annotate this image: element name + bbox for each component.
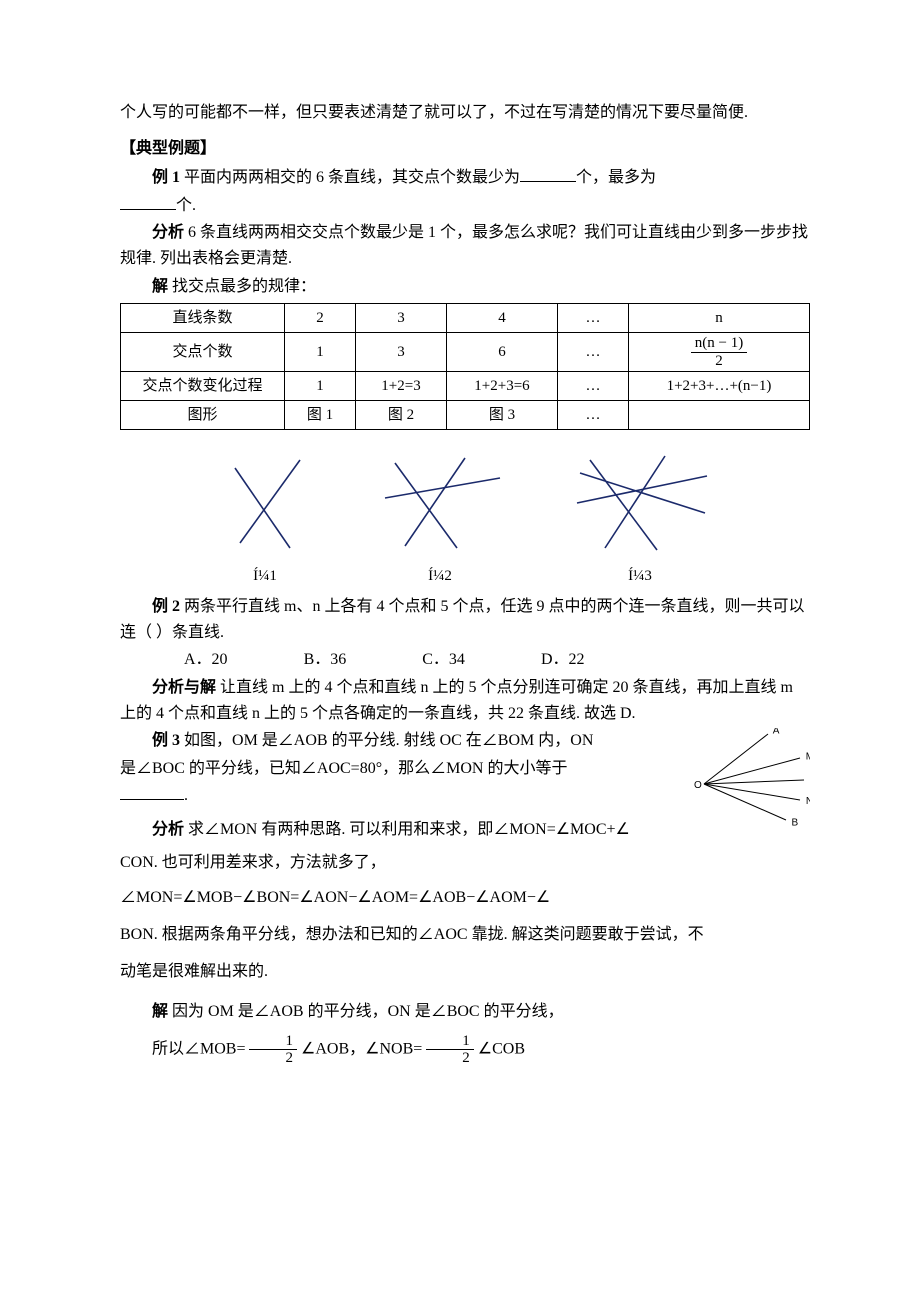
ex3-analysis-2: CON. 也可利用差来求，方法就多了，∠MON=∠MOB−∠BON=∠AON−∠… <box>120 845 810 915</box>
figure-fig3: Í¼3 <box>565 448 715 588</box>
table-cell: 1 <box>285 333 356 372</box>
table-cell: 图 3 <box>447 401 558 430</box>
table-cell: n(n − 1)2 <box>629 333 810 372</box>
ex2-analysis-label: 分析与解 <box>152 679 216 696</box>
svg-text:N: N <box>806 796 810 807</box>
opt-d: D．22 <box>509 647 585 673</box>
ex3-analysis-text-1: 求∠MON 有两种思路. 可以利用和来求，即∠MON=∠MOC+∠ <box>184 821 630 838</box>
ex3-solve: 解 因为 OM 是∠AOB 的平分线，ON 是∠BOC 的平分线， <box>120 999 810 1025</box>
table-cell: 1 <box>285 372 356 401</box>
table-cell: 图 1 <box>285 401 356 430</box>
ex2-options: A．20 B．36 C．34 D．22 <box>120 647 810 673</box>
ex3-analysis-4: 动笔是很难解出来的. <box>120 954 810 989</box>
table-cell: 6 <box>447 333 558 372</box>
ex3-figure: AMCNBO <box>690 728 810 837</box>
opt-a: A．20 <box>152 647 228 673</box>
intersection-table: 直线条数234…n交点个数136…n(n − 1)2交点个数变化过程11+2=3… <box>120 303 810 430</box>
table-rowhead: 交点个数 <box>121 333 285 372</box>
fraction: n(n − 1)2 <box>691 335 747 369</box>
ex3-solve-label: 解 <box>152 1003 168 1020</box>
table-rowhead: 直线条数 <box>121 304 285 333</box>
intro-paragraph: 个人写的可能都不一样，但只要表述清楚了就可以了，不过在写清楚的情况下要尽量简便. <box>120 100 810 126</box>
section-heading: 【典型例题】 <box>120 136 810 162</box>
ex1-label: 例 1 <box>152 169 180 186</box>
lines-diagram-icon <box>565 448 715 558</box>
ex1-analysis: 分析 6 条直线两两相交交点个数最少是 1 个，最多怎么求呢？我们可让直线由少到… <box>120 220 810 271</box>
opt-b: B．36 <box>272 647 347 673</box>
ex3-block: AMCNBO 例 3 如图，OM 是∠AOB 的平分线. 射线 OC 在∠BOM… <box>120 728 810 844</box>
table-cell: 3 <box>356 333 447 372</box>
ex2-text: 两条平行直线 m、n 上各有 4 个点和 5 个点，任选 9 点中的两个连一条直… <box>120 598 804 641</box>
ex3-equation: 所以∠MOB= 12 ∠AOB，∠NOB= 12 ∠COB <box>120 1033 810 1067</box>
ex1-text-a: 平面内两两相交的 6 条直线，其交点个数最少为 <box>180 169 520 186</box>
ex3-text-c: . <box>184 787 188 804</box>
ex1-solve: 解 找交点最多的规律： <box>120 274 810 300</box>
ex3-solve-text: 因为 OM 是∠AOB 的平分线，ON 是∠BOC 的平分线， <box>168 1003 564 1020</box>
ex3-text-a: 如图，OM 是∠AOB 的平分线. 射线 OC 在∠BOM 内，ON <box>180 732 593 749</box>
table-cell: 1+2+3+…+(n−1) <box>629 372 810 401</box>
ex2-statement: 例 2 两条平行直线 m、n 上各有 4 个点和 5 个点，任选 9 点中的两个… <box>120 594 810 645</box>
blank-min <box>520 165 576 182</box>
half-frac-2: 12 <box>426 1033 474 1067</box>
table-cell: … <box>558 304 629 333</box>
eq-mid: ∠AOB，∠NOB= <box>301 1041 422 1058</box>
svg-text:O: O <box>694 780 702 791</box>
table-cell: 1+2+3=6 <box>447 372 558 401</box>
ex1-solve-text: 找交点最多的规律： <box>168 278 316 295</box>
figure-label: Í¼3 <box>565 564 715 588</box>
lines-diagram-icon <box>215 448 315 558</box>
table-cell: 3 <box>356 304 447 333</box>
ex3-analysis-3: BON. 根据两条角平分线，想办法和已知的∠AOC 靠拢. 解这类问题要敢于尝试… <box>120 917 810 952</box>
table-rowhead: 交点个数变化过程 <box>121 372 285 401</box>
ex1-text-c: 个. <box>176 197 196 214</box>
ex2-label: 例 2 <box>152 598 180 615</box>
table-row: 图形图 1图 2图 3… <box>121 401 810 430</box>
ex3-analysis-label: 分析 <box>152 821 184 838</box>
figure-label: Í¼1 <box>215 564 315 588</box>
ex3-label: 例 3 <box>152 732 180 749</box>
figure-label: Í¼2 <box>375 564 505 588</box>
table-cell: … <box>558 401 629 430</box>
lines-diagram-icon <box>375 448 505 558</box>
table-row: 直线条数234…n <box>121 304 810 333</box>
ex1-statement: 例 1 平面内两两相交的 6 条直线，其交点个数最少为 个，最多为 <box>120 165 810 191</box>
table-cell: 2 <box>285 304 356 333</box>
opt-c: C．34 <box>390 647 465 673</box>
table-row: 交点个数136… n(n − 1)2 <box>121 333 810 372</box>
table-cell: 图 2 <box>356 401 447 430</box>
ex2-analysis-text: 让直线 m 上的 4 个点和直线 n 上的 5 个点分别连可确定 20 条直线，… <box>120 679 793 722</box>
table-cell: 1+2=3 <box>356 372 447 401</box>
figure-row: Í¼1 Í¼2 Í¼3 <box>120 448 810 588</box>
ex1-solve-label: 解 <box>152 278 168 295</box>
ex2-analysis: 分析与解 让直线 m 上的 4 个点和直线 n 上的 5 个点分别连可确定 20… <box>120 675 810 726</box>
table-rowhead: 图形 <box>121 401 285 430</box>
ex1-analysis-text: 6 条直线两两相交交点个数最少是 1 个，最多怎么求呢？我们可让直线由少到多一步… <box>120 224 808 267</box>
angle-rays-icon: AMCNBO <box>690 728 810 828</box>
ex1-analysis-label: 分析 <box>152 224 184 241</box>
table-row: 交点个数变化过程11+2=31+2+3=6…1+2+3+…+(n−1) <box>121 372 810 401</box>
eq-prefix: 所以∠MOB= <box>152 1041 245 1058</box>
ex1-statement-2: 个. <box>120 193 810 219</box>
figure-fig1: Í¼1 <box>215 448 315 588</box>
table-cell: … <box>558 333 629 372</box>
document-page: 个人写的可能都不一样，但只要表述清楚了就可以了，不过在写清楚的情况下要尽量简便.… <box>0 0 920 1143</box>
blank-max <box>120 193 176 210</box>
svg-text:A: A <box>773 728 780 736</box>
svg-text:B: B <box>791 818 798 829</box>
table-cell: … <box>558 372 629 401</box>
table-cell: 4 <box>447 304 558 333</box>
table-cell: n <box>629 304 810 333</box>
figure-fig2: Í¼2 <box>375 448 505 588</box>
svg-text:M: M <box>806 752 810 763</box>
half-frac-1: 12 <box>249 1033 297 1067</box>
blank-ex3 <box>120 783 184 800</box>
ex1-text-b: 个，最多为 <box>576 169 656 186</box>
table-cell <box>629 401 810 430</box>
eq-suffix: ∠COB <box>478 1041 525 1058</box>
